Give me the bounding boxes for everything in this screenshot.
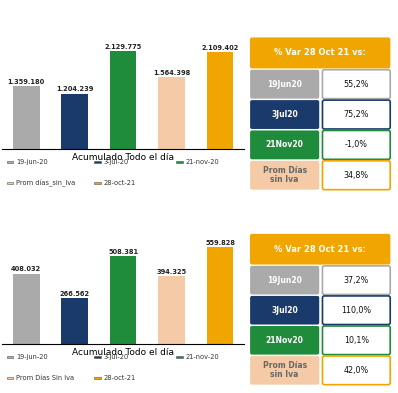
- Bar: [176, 161, 183, 163]
- Text: 394.325: 394.325: [156, 269, 187, 275]
- Text: 559.828: 559.828: [205, 240, 235, 246]
- FancyBboxPatch shape: [322, 266, 390, 294]
- Text: Prom Días
sin Iva: Prom Días sin Iva: [263, 361, 307, 379]
- Bar: [110, 51, 137, 149]
- Text: 3Jul20: 3Jul20: [271, 110, 298, 119]
- Bar: [176, 356, 183, 358]
- Bar: [207, 52, 233, 149]
- Text: 408.032: 408.032: [11, 266, 41, 272]
- Bar: [7, 182, 14, 184]
- Text: 3Jul20: 3Jul20: [271, 306, 298, 315]
- Text: 21Nov20: 21Nov20: [266, 336, 304, 345]
- Bar: [94, 182, 101, 184]
- Bar: [94, 161, 101, 163]
- Text: Prom Días Sin Iva: Prom Días Sin Iva: [16, 375, 74, 381]
- Text: 10,1%: 10,1%: [344, 336, 369, 345]
- Text: 508.381: 508.381: [108, 249, 138, 255]
- Text: Prom días_sin_Iva: Prom días_sin_Iva: [16, 179, 76, 187]
- Text: 42,0%: 42,0%: [344, 366, 369, 375]
- Text: 34,8%: 34,8%: [344, 171, 369, 180]
- Bar: [110, 256, 137, 344]
- FancyBboxPatch shape: [250, 266, 319, 294]
- Bar: [13, 274, 39, 344]
- FancyBboxPatch shape: [250, 234, 390, 264]
- Bar: [158, 77, 185, 149]
- FancyBboxPatch shape: [250, 326, 319, 354]
- Text: -1,0%: -1,0%: [345, 140, 368, 149]
- FancyBboxPatch shape: [250, 70, 319, 99]
- Text: 266.562: 266.562: [60, 291, 90, 297]
- Text: 19-jun-20: 19-jun-20: [16, 354, 48, 360]
- FancyBboxPatch shape: [322, 70, 390, 99]
- Text: 28-oct-21: 28-oct-21: [103, 180, 136, 186]
- Text: Transacciones Aprobadas Acumuladas Todo el Día: Transacciones Aprobadas Acumuladas Todo …: [59, 9, 339, 20]
- Text: 19Jun20: 19Jun20: [267, 80, 302, 89]
- Text: 1.564.398: 1.564.398: [153, 70, 190, 76]
- Text: 19Jun20: 19Jun20: [267, 275, 302, 285]
- Text: 37,2%: 37,2%: [343, 275, 369, 285]
- FancyBboxPatch shape: [322, 161, 390, 190]
- Bar: [61, 298, 88, 344]
- Text: 55,2%: 55,2%: [343, 80, 369, 89]
- Text: 3-jul-20: 3-jul-20: [103, 159, 129, 165]
- Text: % Var 28 Oct 21 vs:: % Var 28 Oct 21 vs:: [274, 48, 366, 57]
- Text: 2.109.402: 2.109.402: [201, 45, 239, 51]
- FancyBboxPatch shape: [250, 356, 319, 385]
- Bar: [61, 94, 88, 149]
- Bar: [94, 356, 101, 358]
- Text: Facturación Acumulada Todo el Día: Facturación Acumulada Todo el Día: [100, 206, 298, 216]
- FancyBboxPatch shape: [250, 130, 319, 159]
- Bar: [7, 356, 14, 358]
- FancyBboxPatch shape: [322, 130, 390, 159]
- Text: 1.204.239: 1.204.239: [56, 86, 94, 92]
- X-axis label: Acumulado Todo el día: Acumulado Todo el día: [72, 153, 174, 162]
- Text: 2.129.775: 2.129.775: [105, 44, 142, 50]
- Bar: [7, 161, 14, 163]
- Text: 21-nov-20: 21-nov-20: [186, 354, 220, 360]
- Text: 3-jul-20: 3-jul-20: [103, 354, 129, 360]
- FancyBboxPatch shape: [250, 100, 319, 129]
- X-axis label: Acumulado Todo el día: Acumulado Todo el día: [72, 349, 174, 358]
- Text: 21-nov-20: 21-nov-20: [186, 159, 220, 165]
- Text: 21Nov20: 21Nov20: [266, 140, 304, 149]
- Text: 28-oct-21: 28-oct-21: [103, 375, 136, 381]
- Bar: [158, 276, 185, 344]
- FancyBboxPatch shape: [322, 356, 390, 385]
- FancyBboxPatch shape: [322, 296, 390, 325]
- Bar: [13, 86, 39, 149]
- Bar: [207, 247, 233, 344]
- Text: 1.359.180: 1.359.180: [8, 79, 45, 85]
- FancyBboxPatch shape: [322, 100, 390, 129]
- Text: 19-jun-20: 19-jun-20: [16, 159, 48, 165]
- Bar: [7, 377, 14, 379]
- FancyBboxPatch shape: [250, 37, 390, 68]
- Text: 75,2%: 75,2%: [343, 110, 369, 119]
- Bar: [94, 377, 101, 379]
- Text: % Var 28 Oct 21 vs:: % Var 28 Oct 21 vs:: [274, 245, 366, 254]
- FancyBboxPatch shape: [250, 296, 319, 325]
- Text: Prom Días
sin Iva: Prom Días sin Iva: [263, 166, 307, 184]
- FancyBboxPatch shape: [250, 161, 319, 190]
- FancyBboxPatch shape: [322, 326, 390, 354]
- Text: 110,0%: 110,0%: [341, 306, 371, 315]
